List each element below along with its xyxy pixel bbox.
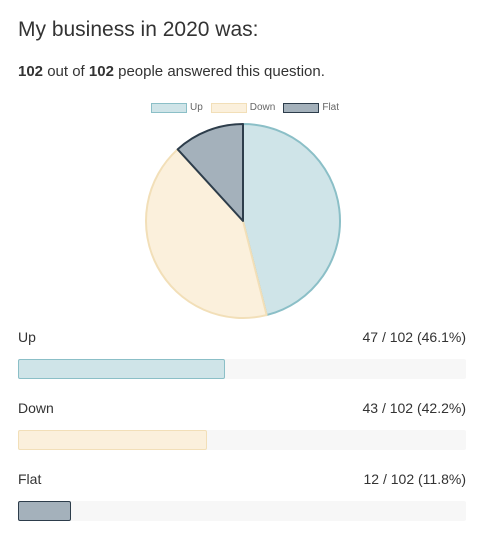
result-stat-up: 47 / 102 (46.1%) [362, 329, 466, 345]
legend-item-flat[interactable]: Flat [283, 102, 339, 113]
legend-item-down[interactable]: Down [210, 102, 276, 113]
pie-slice-up[interactable] [242, 123, 341, 317]
question-title: My business in 2020 was: [18, 18, 259, 41]
result-label-up: Up [18, 329, 36, 345]
result-track-up [18, 359, 466, 379]
legend-swatch-up [150, 102, 187, 113]
legend-label-down: Down [249, 102, 276, 113]
result-row-up: Up 47 / 102 (46.1%) [18, 329, 466, 379]
response-summary: 102 out of 102 people answered this ques… [18, 63, 325, 80]
legend-label-up: Up [189, 102, 203, 113]
legend-swatch-flat [283, 102, 320, 113]
summary-mid: out of [43, 63, 89, 80]
result-row-down: Down 43 / 102 (42.2%) [18, 400, 466, 450]
result-label-down: Down [18, 400, 54, 416]
chart-legend: Up Down Flat [0, 102, 490, 113]
result-bar-flat [18, 501, 71, 521]
legend-swatch-down [210, 102, 247, 113]
pie-slice-down[interactable] [145, 148, 268, 319]
result-stat-flat: 12 / 102 (11.8%) [363, 471, 466, 487]
result-stat-down: 43 / 102 (42.2%) [362, 400, 466, 416]
result-track-flat [18, 501, 466, 521]
result-label-flat: Flat [18, 471, 42, 487]
total-count: 102 [88, 63, 114, 80]
result-bar-up [18, 359, 225, 379]
result-track-down [18, 430, 466, 450]
result-bar-down [18, 430, 208, 450]
answered-count: 102 [18, 63, 44, 80]
pie-slice-flat[interactable] [176, 123, 244, 222]
legend-label-flat: Flat [322, 102, 340, 113]
result-row-flat: Flat 12 / 102 (11.8%) [18, 471, 466, 521]
summary-suffix: people answered this question. [113, 63, 325, 80]
legend-item-up[interactable]: Up [150, 102, 203, 113]
pie-chart [145, 123, 341, 319]
